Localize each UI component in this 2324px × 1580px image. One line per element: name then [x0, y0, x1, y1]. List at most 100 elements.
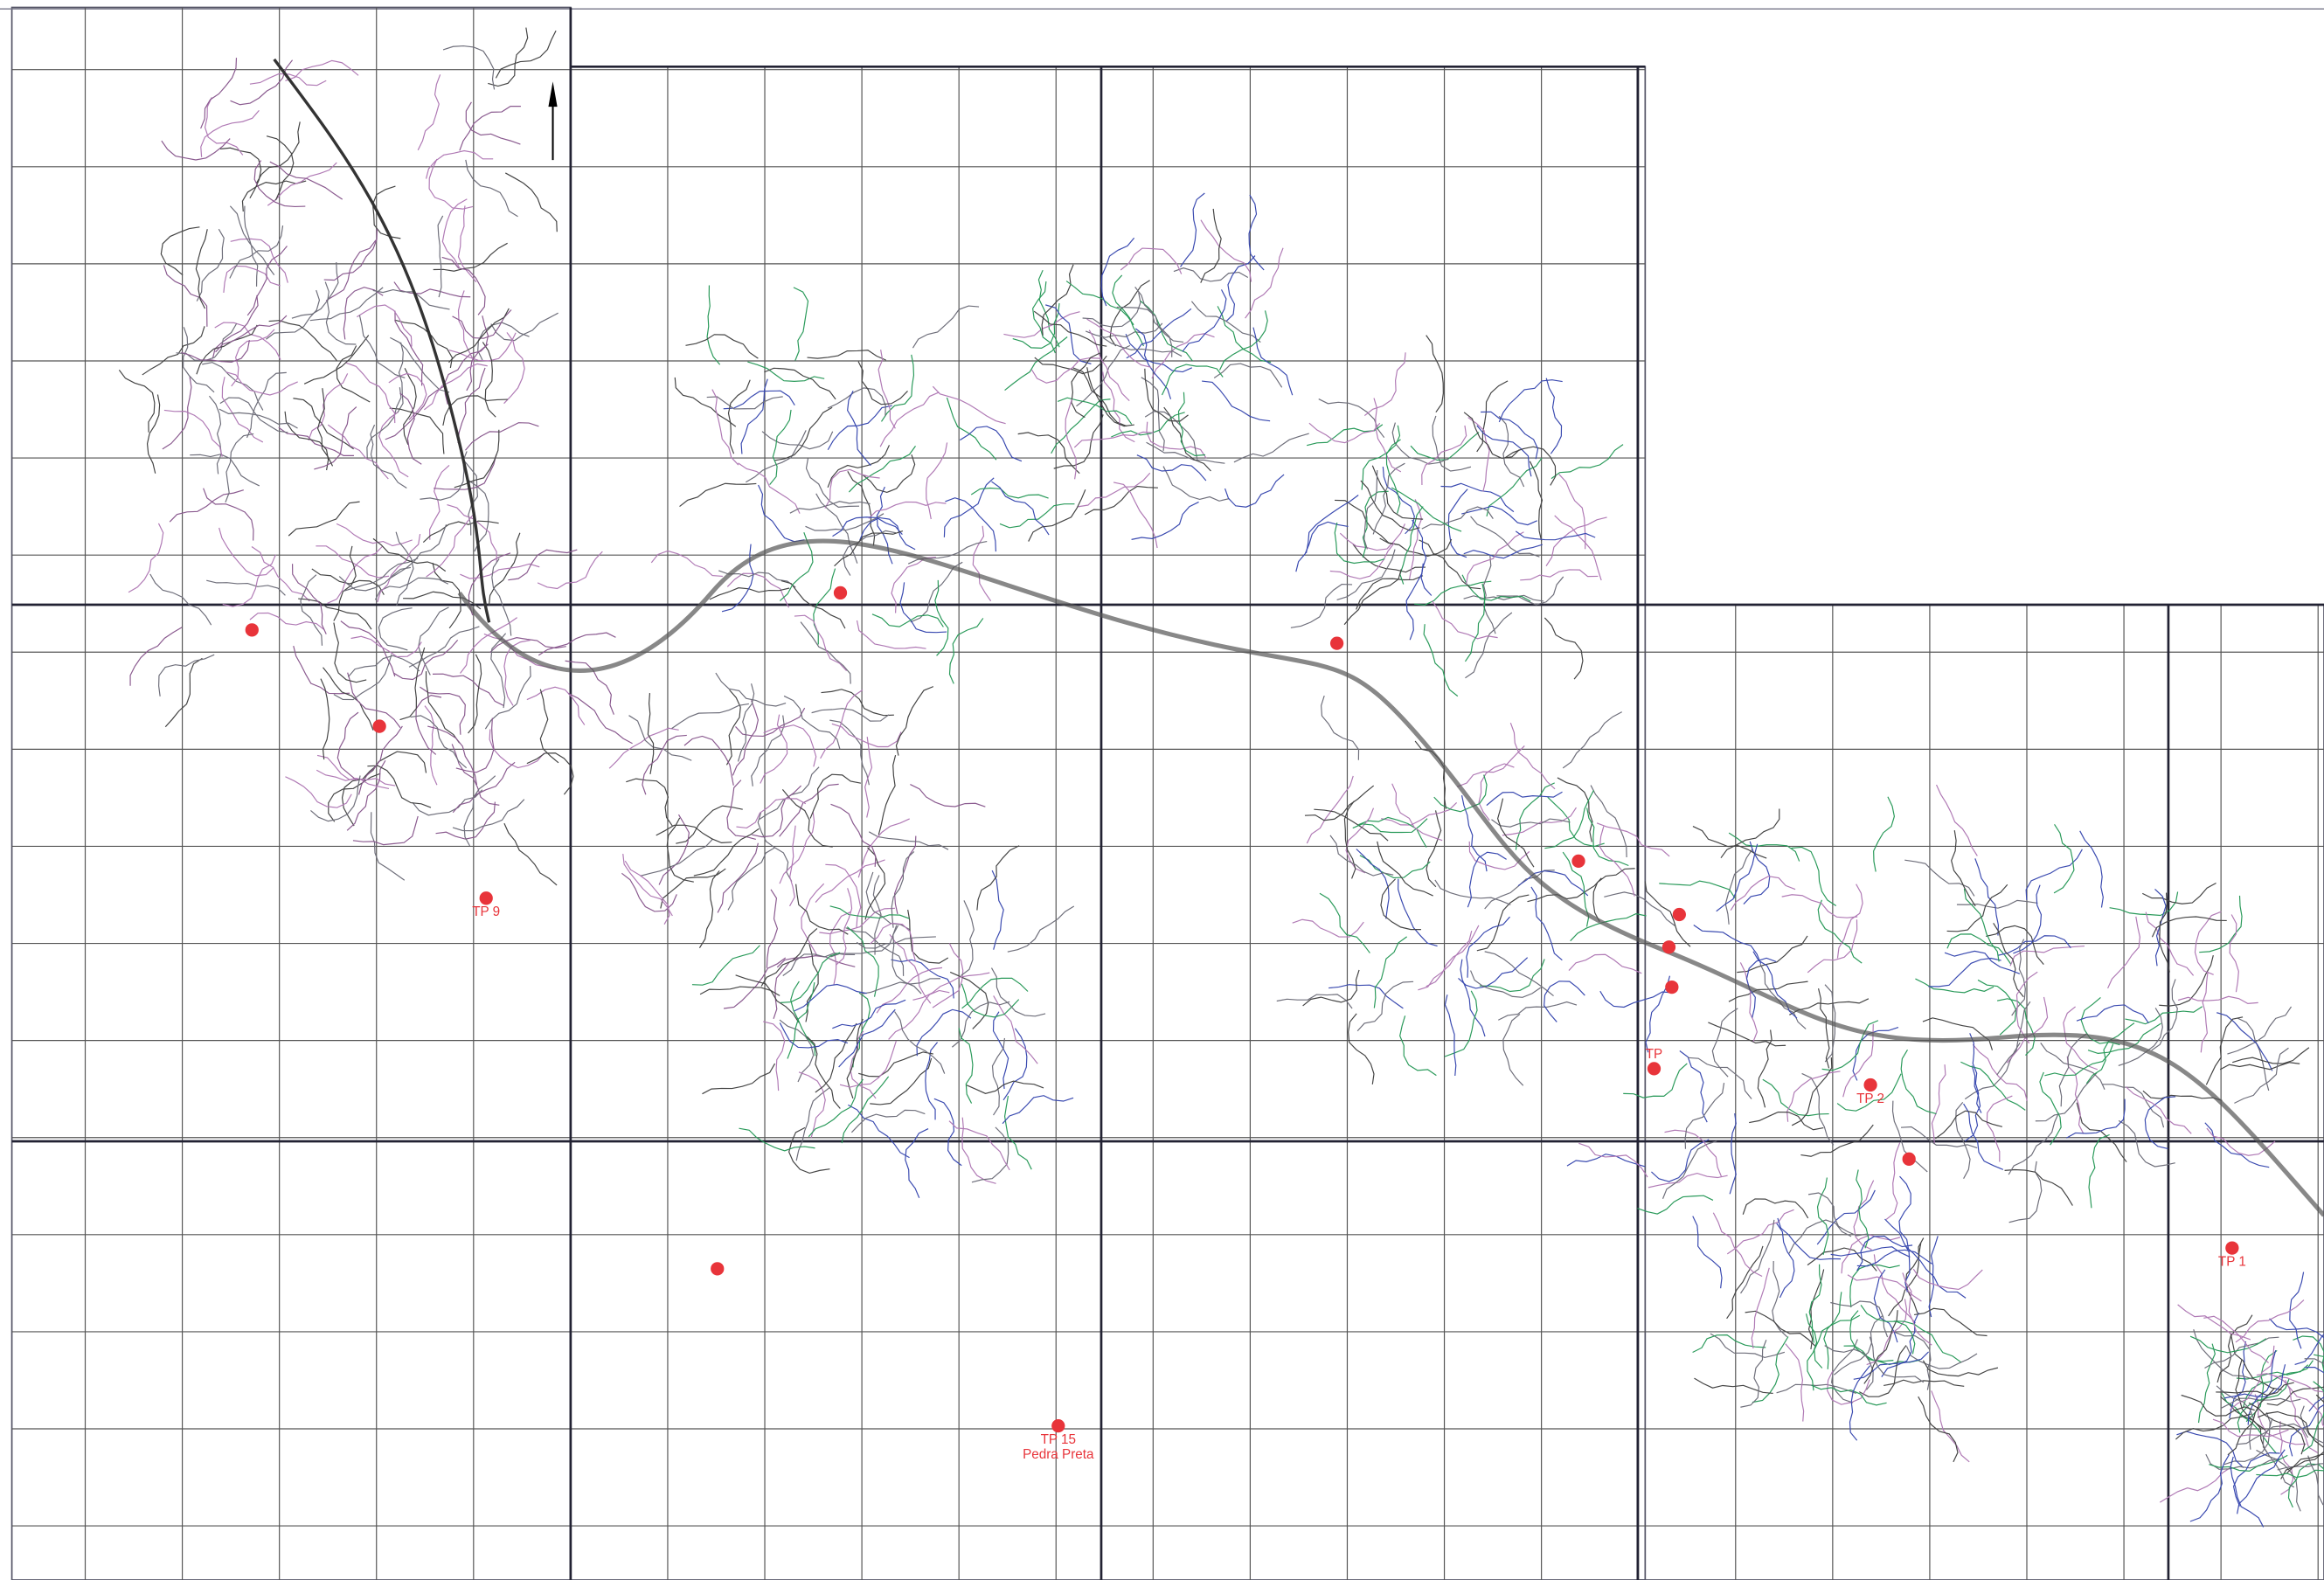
contour: [641, 839, 713, 876]
contour: [1249, 195, 1264, 270]
contour: [1973, 1044, 2027, 1101]
contour: [1516, 531, 1595, 540]
sheet-frame: [12, 7, 571, 1580]
contour: [1828, 1371, 1870, 1404]
contour: [1458, 958, 1527, 988]
contour: [1400, 1015, 1437, 1075]
contour: [973, 526, 990, 601]
contour: [828, 445, 889, 488]
contour: [150, 574, 212, 625]
point-label: TP 2: [1856, 1091, 1884, 1106]
contour: [1293, 919, 1364, 937]
contour: [2232, 1048, 2309, 1064]
contour: [863, 454, 915, 492]
contour: [1414, 581, 1491, 605]
contour: [728, 380, 750, 454]
contour: [2066, 1099, 2125, 1139]
contour: [1391, 488, 1461, 531]
contour: [438, 216, 443, 297]
contour: [353, 816, 418, 845]
contour: [1505, 447, 1556, 485]
north-arrow: [548, 81, 557, 160]
contour: [2220, 1063, 2300, 1070]
contour: [780, 1020, 814, 1082]
contour: [1772, 1261, 1787, 1337]
contour: [2236, 1424, 2307, 1444]
contour: [310, 776, 360, 821]
contour: [409, 627, 479, 667]
contour: [905, 1129, 928, 1198]
contour: [699, 870, 719, 947]
contour: [128, 523, 163, 592]
contour: [1291, 585, 1352, 628]
contour: [2010, 946, 2085, 967]
contour: [1693, 1216, 1722, 1289]
contour: [1162, 364, 1224, 395]
contour: [710, 588, 789, 599]
contour: [739, 683, 754, 761]
contour: [912, 306, 979, 348]
contour: [394, 282, 470, 297]
contour: [2227, 1007, 2291, 1054]
contour: [220, 398, 288, 433]
contour: [1978, 980, 2016, 1035]
contour: [857, 620, 926, 648]
contour: [464, 776, 496, 846]
contour: [1065, 399, 1076, 480]
contour: [1477, 895, 1530, 951]
contour: [1471, 516, 1540, 557]
contour: [878, 350, 895, 428]
contour: [810, 774, 861, 818]
point: [1571, 855, 1585, 868]
contour: [821, 690, 863, 759]
contour: [489, 729, 544, 767]
contour: [222, 377, 262, 442]
contour: [2230, 914, 2238, 992]
contour: [1201, 209, 1221, 283]
contour: [825, 864, 860, 927]
contour: [390, 408, 444, 454]
contour: [442, 257, 485, 315]
contour: [323, 668, 373, 731]
contour: [1555, 516, 1601, 580]
contour: [934, 1098, 961, 1165]
contour: [1485, 870, 1555, 909]
contour: [285, 777, 351, 807]
contour: [527, 687, 585, 724]
contour: [1932, 1064, 1945, 1144]
contour: [256, 121, 300, 183]
contour: [648, 693, 653, 774]
contour: [1819, 988, 1829, 1068]
contour: [764, 725, 816, 767]
sheet-frame: [571, 66, 1645, 1580]
contour: [2080, 831, 2104, 908]
contour: [780, 953, 840, 1002]
contour: [944, 478, 994, 537]
contour: [1731, 877, 1795, 911]
contour: [420, 451, 467, 500]
point-label: TP: [1646, 1047, 1662, 1062]
contour: [796, 1088, 829, 1161]
contour: [890, 934, 931, 1003]
contour: [2119, 1120, 2175, 1167]
contour: [2054, 824, 2074, 893]
contour: [447, 505, 496, 563]
contour: [1101, 238, 1134, 306]
contour: [423, 521, 498, 542]
contour: [808, 350, 886, 360]
contour: [1085, 486, 1158, 514]
point: [1648, 1062, 1661, 1075]
contour: [1530, 461, 1542, 541]
contour: [433, 563, 461, 628]
contour: [1651, 1140, 1709, 1182]
contour: [1792, 847, 1836, 905]
contour: [1901, 1050, 1936, 1113]
contour: [971, 489, 1048, 499]
contour: [933, 386, 1005, 424]
contour: [1356, 849, 1389, 919]
contour: [443, 46, 495, 90]
point-label: TP 1: [2218, 1254, 2246, 1269]
contour: [1544, 618, 1583, 679]
contour: [1058, 398, 1132, 424]
contour: [1883, 1380, 1964, 1386]
